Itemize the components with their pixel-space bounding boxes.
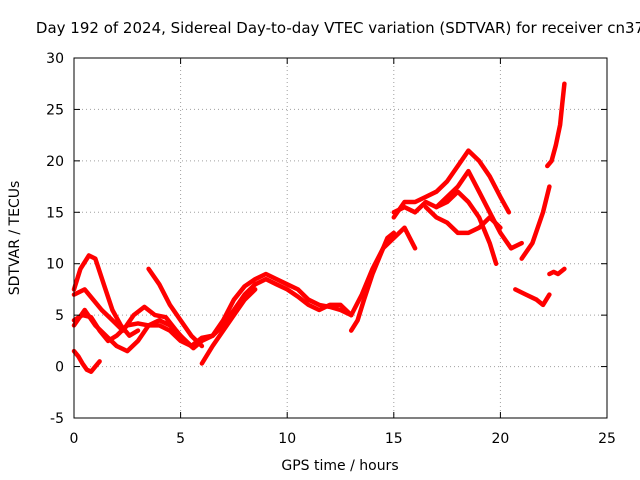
series-s16 [545, 81, 567, 169]
series-s13 [434, 189, 499, 266]
series-s6 [146, 266, 205, 349]
y-tick-label: -5 [50, 411, 64, 427]
series-s11 [391, 168, 524, 251]
x-axis-label: GPS time / hours [281, 458, 398, 474]
series-s15 [519, 184, 552, 261]
y-tick-label: 30 [46, 51, 64, 67]
y-tick-label: 25 [46, 102, 64, 118]
series-s7 [199, 287, 258, 366]
y-tick-label: 15 [46, 205, 64, 221]
series-s4 [71, 312, 194, 349]
y-tick-label: 5 [55, 308, 64, 324]
series-s3 [71, 276, 354, 354]
y-tick-label: 20 [46, 154, 64, 170]
series-s5 [71, 348, 102, 374]
x-tick-label: 15 [385, 431, 403, 447]
chart-title: Day 192 of 2024, Sidereal Day-to-day VTE… [36, 19, 640, 37]
x-tick-label: 5 [176, 431, 185, 447]
y-tick-label: 10 [46, 257, 64, 273]
x-tick-label: 0 [70, 431, 79, 447]
grid [74, 58, 607, 418]
ticks: 0 5 10 15 20 25 -5 0 5 10 15 20 25 30 [46, 51, 616, 447]
series-s12 [423, 204, 503, 236]
series-s9 [348, 225, 418, 318]
x-tick-label: 25 [598, 431, 616, 447]
y-tick-label: 0 [55, 360, 64, 376]
series-s10 [391, 148, 512, 220]
series-s17 [547, 266, 567, 277]
x-tick-label: 10 [278, 431, 296, 447]
x-tick-label: 20 [491, 431, 509, 447]
plot-frame [73, 57, 608, 419]
series-s14 [513, 287, 552, 308]
y-axis-label: SDTVAR / TECUs [7, 181, 23, 296]
series-layer [71, 81, 567, 374]
series-s1 [71, 253, 141, 338]
